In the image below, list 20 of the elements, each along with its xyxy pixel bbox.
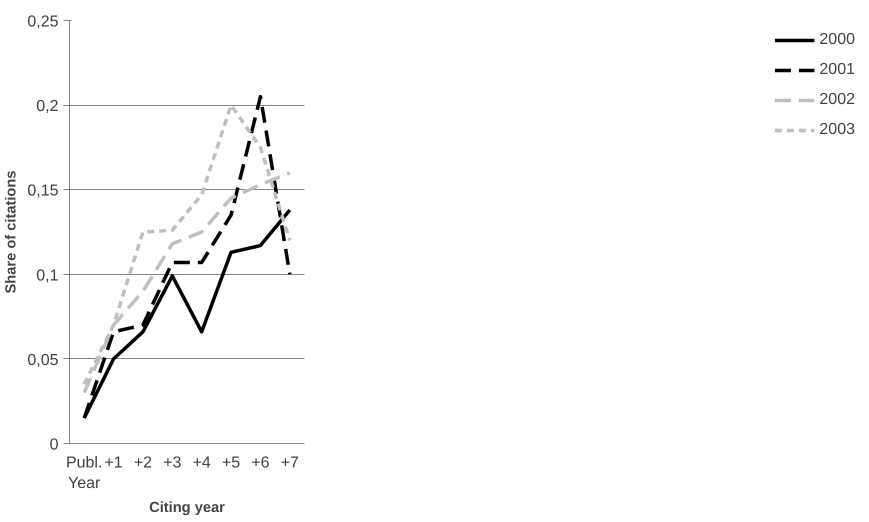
y-tick-label: 0 bbox=[50, 436, 59, 454]
x-tick-label: +2 bbox=[134, 454, 152, 472]
x-tick-label: +6 bbox=[251, 454, 270, 472]
x-tick-label: +5 bbox=[222, 454, 240, 472]
x-tick-label: +3 bbox=[163, 454, 182, 472]
x-axis-title: Citing year bbox=[149, 500, 226, 516]
y-tick-label: 0,15 bbox=[27, 182, 59, 200]
legend-label: 2000 bbox=[819, 31, 855, 49]
x-tick-label: +1 bbox=[104, 454, 123, 472]
y-tick-label: 0,2 bbox=[36, 98, 59, 116]
legend-label: 2001 bbox=[819, 61, 855, 79]
y-tick-label: 0,1 bbox=[36, 267, 59, 284]
legend-label: 2003 bbox=[819, 121, 855, 139]
x-tick-label: +7 bbox=[280, 454, 300, 472]
y-tick-label: 0,05 bbox=[27, 352, 59, 369]
y-tick-label: 0,25 bbox=[27, 14, 59, 30]
x-tick-label: +4 bbox=[192, 454, 211, 472]
x-tick-label: Publ. Year bbox=[66, 454, 102, 492]
y-axis-title: Share of citations bbox=[3, 170, 20, 294]
legend-label: 2002 bbox=[819, 91, 855, 109]
